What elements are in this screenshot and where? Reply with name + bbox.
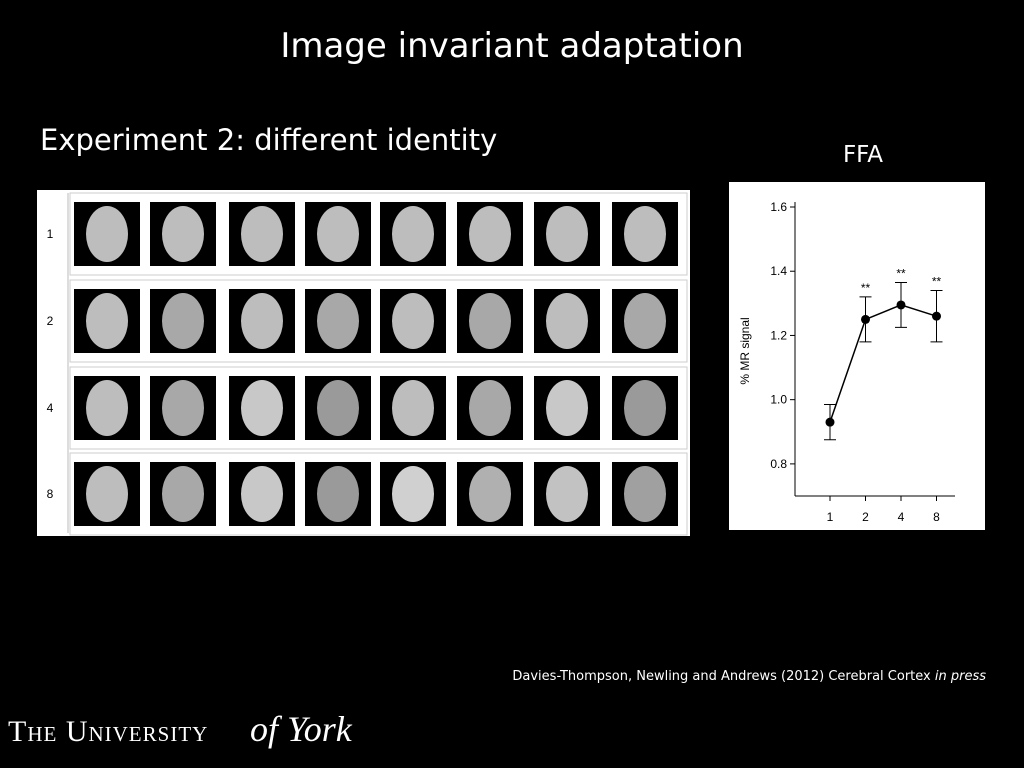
face [546,466,588,522]
face [162,466,204,522]
face [317,380,359,436]
face [624,466,666,522]
y-axis-label: % MR signal [738,317,752,384]
y-tick-label: 1.4 [770,264,787,278]
face [546,293,588,349]
annotation: ** [932,274,942,288]
face [624,206,666,262]
row-label: 8 [47,487,54,501]
slide-title: Image invariant adaptation [280,26,743,66]
x-tick-label: 1 [827,510,834,524]
face [624,380,666,436]
y-tick-label: 1.0 [770,393,787,407]
face [469,466,511,522]
row-label: 2 [47,314,54,328]
face [162,380,204,436]
face [392,466,434,522]
point [896,300,906,310]
face [241,206,283,262]
y-tick-label: 1.6 [770,200,787,214]
annotation: ** [861,281,871,295]
face [624,293,666,349]
face [392,293,434,349]
y-tick-label: 0.8 [770,457,787,471]
face [241,466,283,522]
face [86,206,128,262]
citation-text: Davies-Thompson, Newling and Andrews (20… [512,669,931,684]
logo-main: The University [8,715,208,748]
row-frame [69,366,688,450]
face [162,293,204,349]
face [317,206,359,262]
chart-title: FFA [843,142,883,168]
face [86,466,128,522]
x-tick-label: 8 [933,510,940,524]
face [469,206,511,262]
x-tick-label: 2 [862,510,869,524]
face [86,293,128,349]
face [392,206,434,262]
annotation: ** [896,266,906,280]
face [392,380,434,436]
point [861,314,870,324]
face [317,466,359,522]
face [241,380,283,436]
citation-italic: in press [935,669,986,684]
face-grid: 1 2 4 8 [47,192,688,536]
point [825,417,835,427]
subtitle: Experiment 2: different identity [40,123,497,157]
face [241,293,283,349]
face [162,206,204,262]
point [932,311,941,321]
line [829,304,937,423]
row-label: 4 [47,401,54,415]
chart: 0.8 1.0 1.2 1.4 1.6 % MR signal 1 2 ** 4 ** 8 ** [738,200,955,524]
face [469,380,511,436]
row-label: 1 [47,227,54,241]
row-frame [69,192,688,276]
citation: Davies-Thompson, Newling and Andrews (20… [512,669,986,684]
face [317,293,359,349]
logo-script: of York [250,709,353,749]
row-frame [69,279,688,363]
chart-panel [729,182,985,530]
face [469,293,511,349]
face [546,380,588,436]
face [86,380,128,436]
row-frame [69,452,688,536]
y-tick-label: 1.2 [770,328,787,342]
face [546,206,588,262]
x-tick-label: 4 [898,510,905,524]
